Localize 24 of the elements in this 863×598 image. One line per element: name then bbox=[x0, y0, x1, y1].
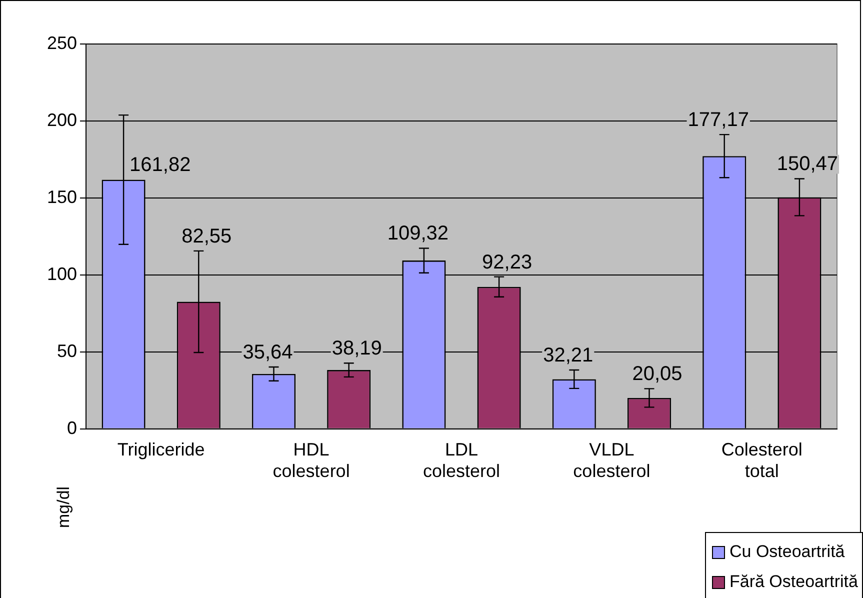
y-tick-label: 0 bbox=[66, 418, 77, 438]
data-label: 109,32 bbox=[387, 222, 449, 245]
x-tick-label: Trigliceride bbox=[117, 440, 205, 460]
y-tick-label: 150 bbox=[46, 186, 77, 207]
data-label: 82,55 bbox=[182, 225, 232, 248]
y-tick-label: 200 bbox=[46, 110, 77, 130]
x-tick-label: Colesterol total bbox=[721, 440, 802, 482]
x-tick-label: LDL colesterol bbox=[422, 440, 500, 482]
data-label: 92,23 bbox=[482, 251, 532, 274]
legend-label: Fără Osteoartrită bbox=[730, 572, 858, 592]
data-label: 35,64 bbox=[242, 342, 293, 364]
y-tick-label: 100 bbox=[46, 264, 77, 284]
data-label: 38,19 bbox=[332, 338, 382, 360]
y-tick-label: 50 bbox=[56, 340, 77, 361]
legend-label: Cu Osteoartrită bbox=[730, 542, 845, 562]
data-label: 150,47 bbox=[776, 153, 838, 176]
x-tick-label: VLDL colesterol bbox=[573, 440, 650, 482]
x-tick-label: HDL colesterol bbox=[272, 440, 350, 482]
data-label: 32,21 bbox=[543, 344, 594, 367]
data-label: 161,82 bbox=[130, 154, 191, 176]
y-tick-label: 250 bbox=[46, 32, 77, 53]
data-label: 177,17 bbox=[688, 109, 749, 132]
data-label: 20,05 bbox=[632, 363, 682, 386]
y-axis-title: mg/dl bbox=[54, 486, 74, 528]
